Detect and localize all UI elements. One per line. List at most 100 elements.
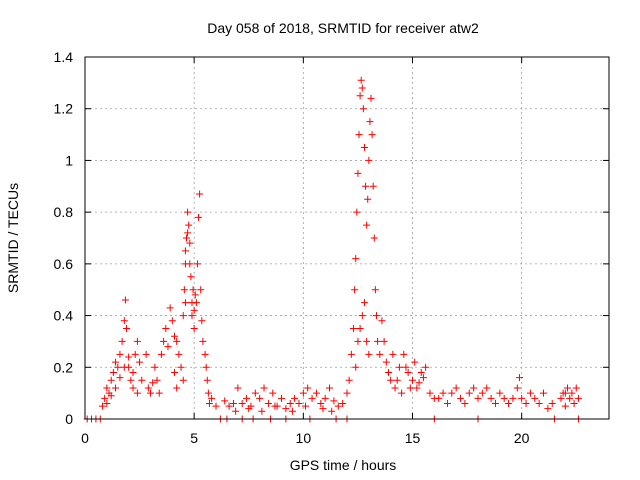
y-tick-label: 0.6 <box>54 256 74 272</box>
data-point <box>393 376 401 384</box>
data-point <box>114 363 122 371</box>
data-point <box>116 350 124 358</box>
chart-title: Day 058 of 2018, SRMTID for receiver atw… <box>207 20 479 36</box>
data-point <box>190 325 198 332</box>
data-point <box>201 350 209 358</box>
data-point <box>426 389 434 397</box>
data-point <box>448 389 456 397</box>
data-point <box>181 299 189 307</box>
data-point <box>487 394 495 402</box>
data-point <box>356 92 364 100</box>
data-point <box>411 358 419 366</box>
data-point <box>500 394 508 402</box>
data-point <box>181 247 189 255</box>
data-point <box>363 337 371 345</box>
data-point <box>351 286 359 294</box>
data-point <box>186 239 194 247</box>
data-point <box>540 389 547 397</box>
data-point <box>384 368 392 376</box>
data-point <box>509 394 517 402</box>
data-point <box>435 394 443 402</box>
data-point <box>238 399 246 407</box>
data-point <box>160 337 168 345</box>
data-point <box>400 350 408 358</box>
data-point <box>566 394 574 402</box>
data-point <box>330 397 338 405</box>
data-point <box>232 407 240 415</box>
data-point <box>101 394 109 402</box>
data-point <box>570 399 578 407</box>
data-point <box>177 363 185 371</box>
data-point <box>457 394 465 402</box>
data-point <box>151 363 159 371</box>
data-point <box>258 407 266 415</box>
data-point <box>304 384 312 392</box>
data-point <box>561 389 569 397</box>
data-point <box>366 118 374 126</box>
data-point <box>328 407 336 415</box>
data-point <box>264 399 272 407</box>
data-point <box>491 399 499 407</box>
data-point <box>166 304 174 312</box>
data-point <box>363 221 371 229</box>
data-point <box>120 317 128 325</box>
x-tick-label: 5 <box>190 430 198 446</box>
data-point <box>548 399 556 407</box>
data-point <box>574 394 582 402</box>
data-point <box>422 363 430 371</box>
data-point <box>439 389 447 397</box>
data-point <box>355 131 363 139</box>
data-point <box>496 389 504 397</box>
data-point <box>186 260 194 268</box>
data-point <box>112 358 120 366</box>
data-point <box>260 384 268 392</box>
data-point <box>319 405 327 413</box>
data-point <box>522 399 530 407</box>
data-point <box>125 353 133 361</box>
data-point <box>188 312 196 320</box>
data-point <box>402 363 410 371</box>
data-point <box>168 317 176 325</box>
data-point <box>478 389 486 397</box>
data-point <box>371 286 379 294</box>
data-point <box>317 399 325 407</box>
data-point <box>572 384 580 392</box>
data-point <box>204 389 212 397</box>
data-point <box>443 399 451 407</box>
data-point <box>195 213 203 221</box>
data-point <box>352 255 360 263</box>
data-point <box>370 234 378 242</box>
data-point <box>409 376 416 384</box>
data-point <box>347 350 355 358</box>
y-tick-label: 0.2 <box>54 359 74 375</box>
data-point <box>531 394 539 402</box>
data-point <box>203 376 211 384</box>
data-point <box>461 399 469 407</box>
data-point <box>185 221 193 229</box>
data-point <box>350 325 358 332</box>
data-point <box>395 363 403 371</box>
data-point <box>183 234 191 242</box>
data-point <box>378 317 386 325</box>
data-point <box>339 399 347 407</box>
data-point <box>387 376 395 384</box>
data-point <box>358 84 366 92</box>
data-point <box>474 394 482 402</box>
data-point <box>561 402 569 410</box>
data-point <box>282 405 290 413</box>
y-tick-label: 1.4 <box>54 49 74 65</box>
data-point <box>136 358 144 366</box>
data-point <box>122 325 130 332</box>
data-point <box>112 384 120 392</box>
data-point <box>353 208 361 216</box>
y-axis-label: SRMTID / TECUs <box>5 183 21 293</box>
data-point <box>190 306 198 314</box>
data-point <box>286 399 294 407</box>
data-point <box>187 273 195 281</box>
data-point <box>129 368 137 376</box>
data-point <box>358 312 366 320</box>
y-tick-label: 1.2 <box>54 101 74 117</box>
data-point <box>109 368 117 376</box>
data-point <box>299 389 307 397</box>
axis-ticks <box>84 56 609 420</box>
